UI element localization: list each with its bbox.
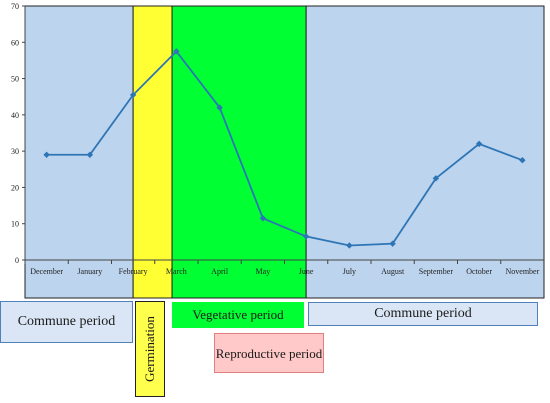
vegetative-period-label: Vegetative period <box>172 302 304 328</box>
y-tick-label: 20 <box>11 183 19 192</box>
period-bands <box>24 5 545 299</box>
y-tick-labels: 0 10 20 30 40 50 60 70 <box>11 2 19 265</box>
x-tick-labels: December January February March April May June… <box>30 267 539 276</box>
y-tick-label: 0 <box>15 256 19 265</box>
period-band-2 <box>171 5 307 299</box>
data-point <box>432 175 440 182</box>
y-tick-label: 30 <box>11 147 19 156</box>
x-tick-label: March <box>166 267 187 276</box>
x-tick-label: September <box>419 267 454 276</box>
data-point <box>302 233 310 240</box>
commune-period-label-right: Commune period <box>308 302 538 326</box>
germination-label: Germination <box>135 301 165 397</box>
data-point <box>259 215 267 222</box>
x-tick-label: December <box>30 267 63 276</box>
period-band-0 <box>24 5 134 299</box>
x-tick-label: June <box>299 267 314 276</box>
x-tick-label: April <box>211 267 229 276</box>
period-band-1 <box>132 5 173 299</box>
y-tick-label: 60 <box>11 38 19 47</box>
chart-axes <box>22 5 544 264</box>
x-tick-label: October <box>466 267 492 276</box>
commune-period-label-left: Commune period <box>0 301 133 343</box>
x-tick-label: July <box>343 267 356 276</box>
data-point <box>43 151 50 158</box>
data-point <box>346 242 353 249</box>
series-line-path <box>46 49 523 247</box>
y-tick-label: 10 <box>11 220 19 229</box>
germination-text: Germination <box>142 316 157 382</box>
reproductive-period-label: Reproductive period <box>214 333 324 373</box>
y-tick-label: 70 <box>11 2 19 11</box>
data-point <box>519 157 526 164</box>
data-point <box>475 140 483 148</box>
series-points <box>43 48 526 249</box>
x-tick-label: January <box>77 267 102 276</box>
x-tick-label: February <box>119 267 148 276</box>
y-tick-label: 50 <box>11 75 19 84</box>
data-point <box>389 240 396 247</box>
data-point <box>173 48 180 55</box>
y-tick-label: 40 <box>11 111 19 120</box>
series-line <box>46 49 523 247</box>
data-point <box>86 151 94 158</box>
data-point <box>216 104 223 111</box>
period-band-3 <box>305 5 545 299</box>
data-point <box>129 91 137 99</box>
x-tick-label: August <box>381 267 405 276</box>
x-tick-label: May <box>256 267 271 276</box>
x-tick-label: November <box>505 267 539 276</box>
